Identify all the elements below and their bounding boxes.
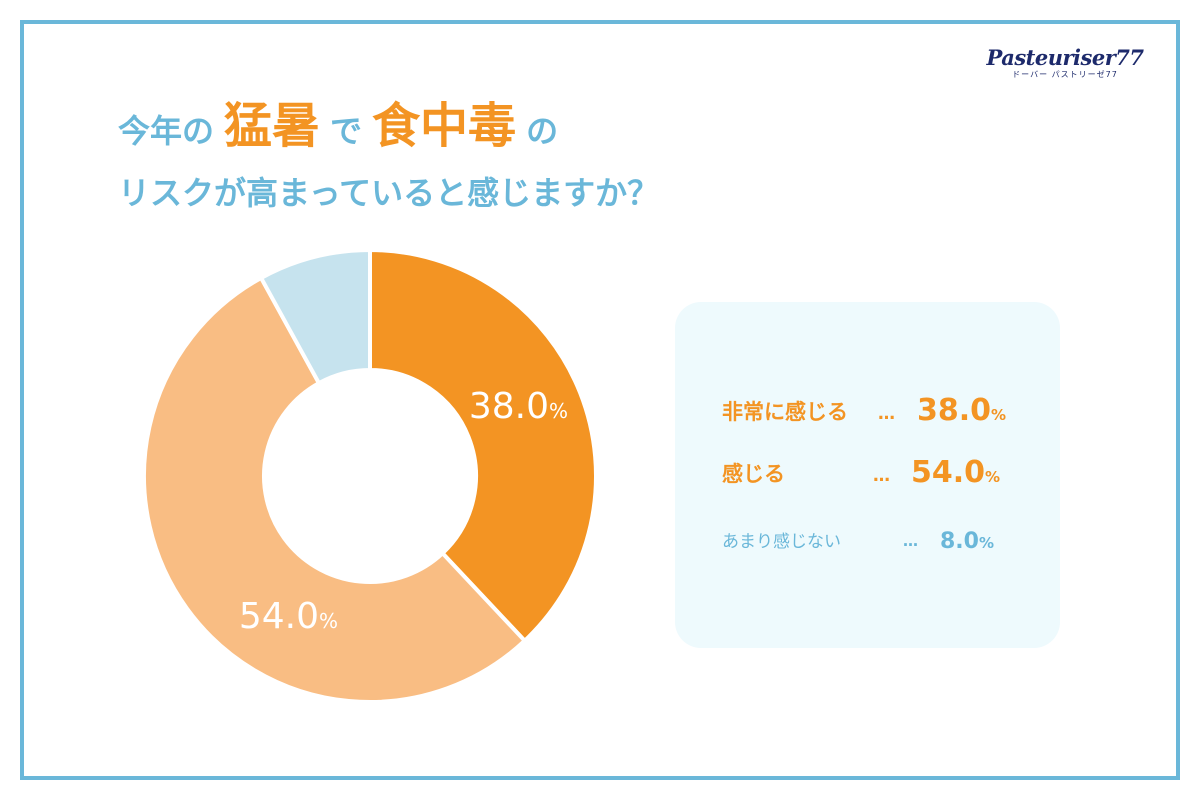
slice-not-much <box>258 247 372 386</box>
slice-data-label: 38.0% <box>469 386 568 427</box>
legend-label: 感じる <box>722 462 785 486</box>
legend-value-unit: % <box>991 406 1007 424</box>
logo-subtitle: ドーバー パストリーゼ77 <box>1012 70 1118 79</box>
legend-value-unit: % <box>985 468 1001 486</box>
legend-value: 54.0% <box>911 455 1000 490</box>
logo-wordmark: Pasteuriser77 <box>986 45 1145 70</box>
title-strong1: 猛暑 <box>224 98 321 154</box>
legend-dots: … <box>878 404 897 424</box>
chart-title-line2: リスクが高まっていると感じますか？ <box>118 174 660 212</box>
chart-title-line1: 今年の 猛暑 で 食中毒 の <box>118 86 558 156</box>
legend-dots: … <box>903 532 920 550</box>
title-strong2: 食中毒 <box>372 98 517 154</box>
legend-label: 非常に感じる <box>722 400 848 424</box>
legend-item-feel: 感じる … 54.0% <box>675 450 1060 494</box>
legend-value: 8.0% <box>940 529 994 554</box>
slice-feel <box>142 275 528 704</box>
legend-label: あまり感じない <box>722 532 841 552</box>
legend-item-very: 非常に感じる … 38.0% <box>675 388 1060 432</box>
legend-value-number: 38.0 <box>917 393 992 428</box>
title-part3: の <box>526 112 559 150</box>
brand-logo: Pasteuriser77 ドーバー パストリーゼ77 <box>985 46 1145 80</box>
legend-value-number: 8.0 <box>940 529 979 554</box>
legend-item-not-much: あまり感じない … 8.0% <box>675 514 1060 558</box>
title-part2: で <box>330 112 363 150</box>
legend-dots: … <box>873 466 892 486</box>
legend-box: 非常に感じる … 38.0% 感じる … 54.0% あまり感じない … 8.0… <box>675 302 1060 648</box>
legend-value: 38.0% <box>917 393 1006 428</box>
legend-value-number: 54.0 <box>911 455 986 490</box>
donut-chart: 38.0% 54.0% <box>142 247 598 704</box>
slice-data-label: 54.0% <box>239 596 338 637</box>
title-part1: 今年の <box>118 112 215 150</box>
legend-value-unit: % <box>978 534 995 552</box>
slice-very <box>368 247 598 644</box>
